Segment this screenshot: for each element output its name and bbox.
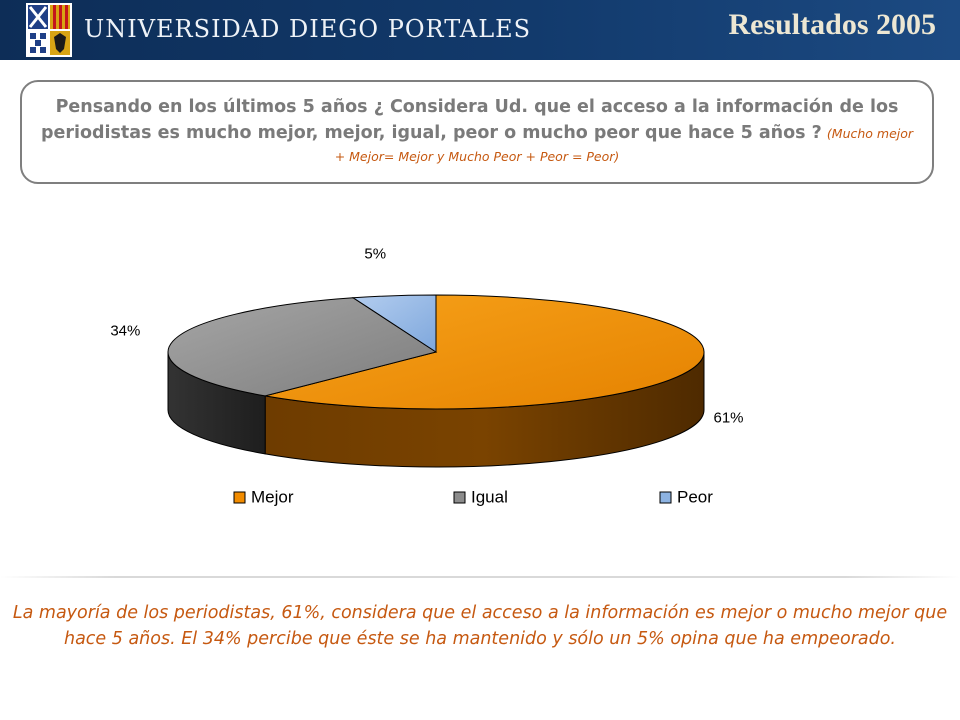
data-label-peor: 5% [364,245,386,262]
conclusion-text: La mayoría de los periodistas, 61%, cons… [12,603,948,649]
header-bar: UNIVERSIDAD DIEGO PORTALES Resultados 20… [0,0,960,60]
question-text: Pensando en los últimos 5 años ¿ Conside… [40,97,899,143]
legend-swatch-peor [659,491,672,504]
pie-slice-igual [167,297,438,397]
results-title: Resultados 2005 [728,8,936,41]
question-note: (Mucho mejor + Mejor= Mejor y Mucho Peor… [334,126,914,164]
data-label-igual: 34% [110,322,140,339]
legend-label-igual: Igual [471,487,508,506]
legend-label-mejor: Mejor [251,487,294,506]
legend-swatch-mejor [233,491,246,504]
university-name: UNIVERSIDAD DIEGO PORTALES [84,15,532,43]
legend-label-peor: Peor [677,487,713,506]
university-crest-icon [26,3,72,57]
divider-line [0,576,960,578]
pie-slice-mejor [265,294,705,410]
data-label-mejor: 61% [713,409,743,426]
legend-swatch-igual [453,491,466,504]
pie-slice-peor [351,294,437,353]
question-box: Pensando en los últimos 5 años ¿ Conside… [20,80,934,184]
